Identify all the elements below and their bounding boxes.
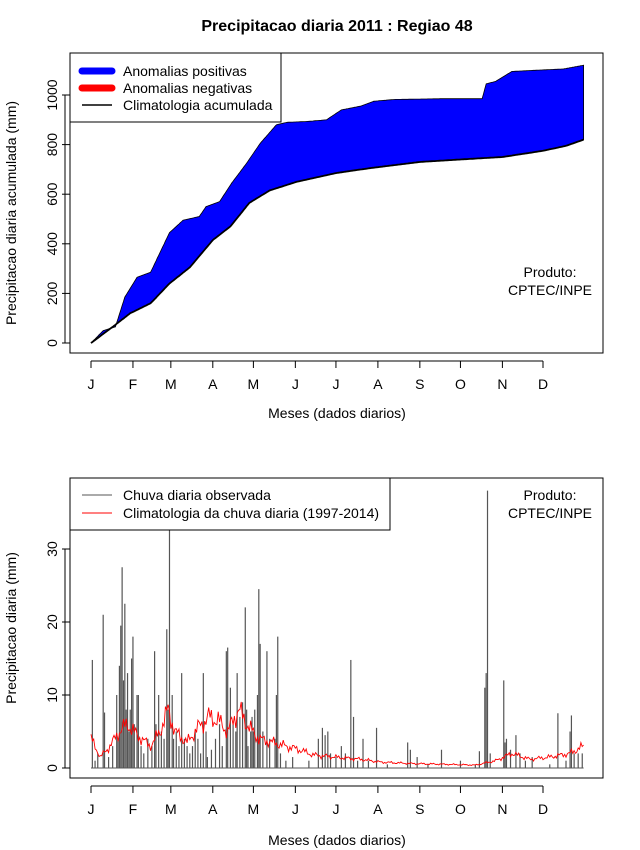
- product-source: CPTEC/INPE: [508, 282, 592, 298]
- y-tick-label: 400: [44, 232, 60, 256]
- cumulative-y-axis: 0 200 400 600 800 1000: [44, 79, 70, 347]
- x-tick-label-M: M: [248, 801, 260, 817]
- x-tick-label-S: S: [415, 376, 424, 392]
- x-tick-label-J: J: [88, 801, 95, 817]
- x-tick-label-A: A: [373, 376, 383, 392]
- daily-legend: Chuva diaria observada Climatologia da c…: [69, 477, 391, 531]
- legend-negative: Anomalias negativas: [123, 80, 252, 96]
- x-tick-label-O: O: [455, 801, 466, 817]
- legend-climatology: Climatologia acumulada: [123, 97, 273, 113]
- x-tick-label-J: J: [292, 801, 299, 817]
- x-tick-label-A: A: [208, 376, 218, 392]
- x-tick-label-N: N: [497, 376, 507, 392]
- climatology-daily-line: [90, 701, 584, 767]
- y-tick-label: 1000: [44, 79, 60, 110]
- x-tick-label-N: N: [497, 801, 507, 817]
- x-tick-label-M: M: [165, 801, 177, 817]
- x-tick-label-A: A: [373, 801, 383, 817]
- y-tick-label: 30: [44, 541, 60, 557]
- x-tick-label-O: O: [455, 376, 466, 392]
- y-tick-label: 0: [44, 339, 60, 347]
- daily-panel: 0 10 20 30 J F M A M J J A S O N D Precipitacao diaria…: [3, 477, 604, 848]
- x-tick-label-M: M: [165, 376, 177, 392]
- cumulative-legend: Anomalias positivas Anomalias negativas …: [69, 52, 282, 123]
- legend-observed: Chuva diaria observada: [123, 487, 271, 503]
- product-label: Produto:: [524, 264, 577, 280]
- legend-box: [69, 477, 391, 531]
- legend-positive: Anomalias positivas: [123, 63, 247, 79]
- cumulative-x-label: Meses (dados diarios): [268, 405, 406, 421]
- cumulative-panel: 0 200 400 600 800 1000 J F M A M J J A S O N D Precipita…: [3, 52, 604, 421]
- x-tick-label-M: M: [248, 376, 260, 392]
- cumulative-y-label: Precipitacao diaria acumulada (mm): [3, 101, 19, 325]
- y-tick-label: 200: [44, 282, 60, 306]
- climatology-cumulative-line: [90, 138, 584, 344]
- cumulative-plot-frame: [69, 52, 604, 354]
- daily-x-label: Meses (dados diarios): [268, 832, 406, 848]
- x-tick-label-F: F: [129, 801, 138, 817]
- daily-y-axis: 0 10 20 30: [44, 541, 70, 772]
- product-label: Produto:: [524, 487, 577, 503]
- legend-climatology: Climatologia da chuva diaria (1997-2014): [123, 505, 379, 521]
- y-tick-label: 20: [44, 614, 60, 630]
- y-tick-label: 10: [44, 687, 60, 703]
- x-tick-label-J: J: [332, 376, 339, 392]
- y-tick-label: 600: [44, 182, 60, 206]
- x-tick-label-D: D: [538, 801, 548, 817]
- x-tick-label-S: S: [415, 801, 424, 817]
- x-tick-label-J: J: [332, 801, 339, 817]
- x-tick-label-A: A: [208, 801, 218, 817]
- y-tick-label: 800: [44, 133, 60, 157]
- daily-plot-area: [90, 490, 584, 769]
- x-tick-label-D: D: [538, 376, 548, 392]
- x-tick-label-F: F: [129, 376, 138, 392]
- daily-y-label: Precipitacao diaria (mm): [3, 552, 19, 704]
- cumulative-plot-area: [90, 64, 584, 344]
- x-tick-label-J: J: [88, 376, 95, 392]
- y-tick-label: 0: [44, 764, 60, 772]
- x-tick-label-J: J: [292, 376, 299, 392]
- chart-title: Precipitacao diaria 2011 : Regiao 48: [201, 18, 472, 35]
- product-source: CPTEC/INPE: [508, 505, 592, 521]
